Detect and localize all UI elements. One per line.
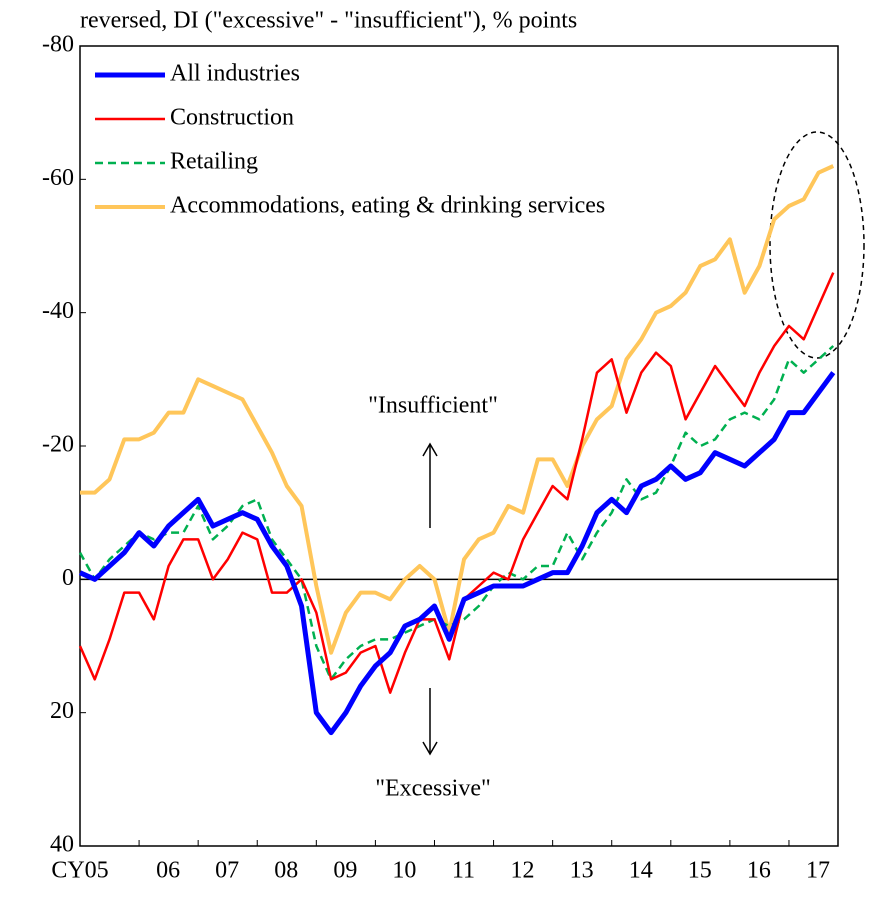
x-tick-label: 11	[452, 858, 475, 884]
y-tick-label: -60	[42, 165, 74, 191]
x-tick-label: 10	[392, 858, 416, 884]
x-tick-label: 12	[511, 858, 535, 884]
series-line	[78, 371, 836, 736]
y-tick-label: -40	[42, 298, 74, 324]
legend-label: Retailing	[170, 149, 258, 175]
annotation: "Insufficient"	[368, 393, 498, 419]
highlight-ellipse	[769, 131, 865, 359]
series-line	[78, 272, 835, 694]
y-tick-label: 20	[50, 698, 74, 724]
x-tick-label: 09	[333, 858, 357, 884]
x-tick-label: 06	[156, 858, 180, 884]
y-tick-label: 0	[62, 565, 74, 591]
legend-bg	[93, 189, 755, 225]
y-tick-label: 40	[50, 832, 74, 858]
x-tick-label: 13	[570, 858, 594, 884]
chart-title: reversed, DI ("excessive" - "insufficien…	[80, 8, 577, 34]
arrows	[422, 442, 438, 756]
x-tick-label: 15	[688, 858, 712, 884]
x-tick-label: 08	[274, 858, 298, 884]
annotation: "Excessive"	[375, 776, 491, 802]
legend-label: All industries	[170, 61, 300, 87]
x-tick-label: 07	[215, 858, 239, 884]
legend-label: Accommodations, eating & drinking servic…	[170, 193, 605, 219]
series-line	[80, 164, 835, 655]
y-tick-label: -80	[42, 32, 74, 58]
y-tick-label: -20	[42, 432, 74, 458]
x-tick-label: 14	[629, 858, 653, 884]
x-tick-label: CY05	[51, 858, 108, 884]
legend-label: Construction	[170, 105, 294, 131]
x-tick-label: 17	[806, 858, 830, 884]
x-tick-label: 16	[747, 858, 771, 884]
